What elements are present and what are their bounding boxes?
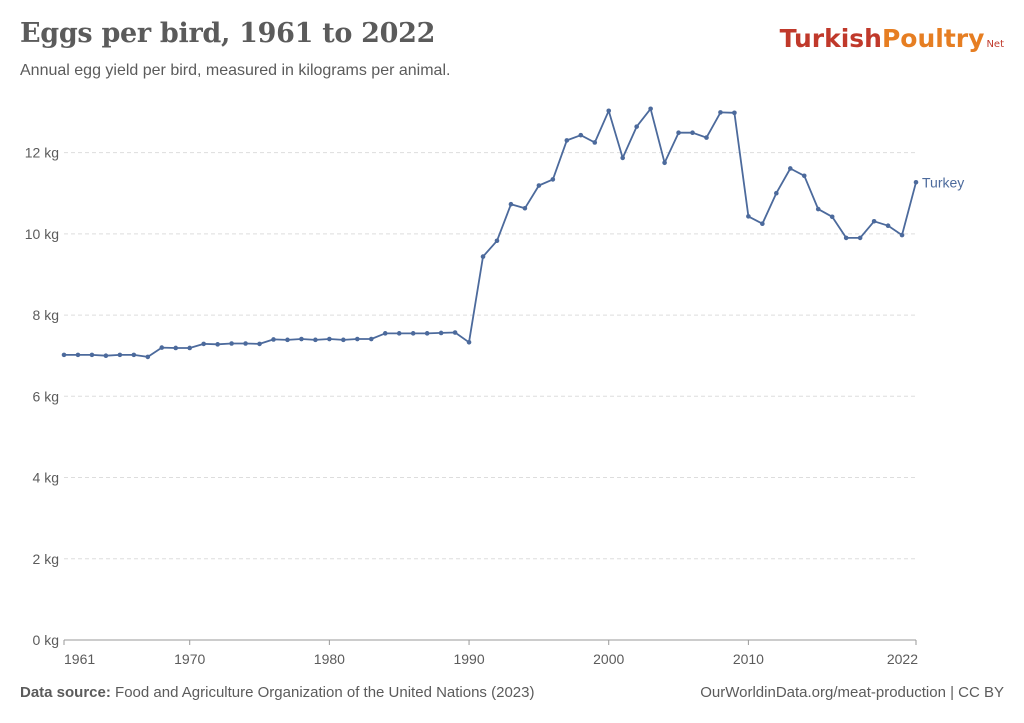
data-point [508,201,514,207]
y-tick-label: 0 kg [33,632,59,648]
data-point [215,342,220,347]
data-point [75,352,81,358]
data-point [829,214,835,220]
data-point [732,110,737,116]
data-point [536,183,542,188]
data-point [89,352,95,358]
data-point [229,341,234,346]
data-source-label: Data source: [20,684,111,701]
y-tick-label: 10 kg [25,226,59,242]
x-tick-label: 1990 [453,651,484,667]
data-point [438,330,444,336]
data-point [564,138,570,143]
data-point [201,341,206,347]
y-tick-label: 4 kg [33,470,59,486]
data-point [368,336,374,342]
data-point [410,331,416,336]
logo-text-poultry: Poultry [881,24,985,53]
data-point [815,206,821,212]
credit-link[interactable]: OurWorldinData.org/meat-production | CC … [700,684,1004,701]
data-point [341,337,346,343]
data-point [131,352,137,358]
x-tick-label: 1961 [64,651,95,667]
data-point [885,223,891,229]
data-point [578,132,584,138]
chart-title: Eggs per bird, 1961 to 2022 [20,18,436,49]
data-point [382,331,388,336]
data-point [355,336,360,342]
data-point [760,221,765,226]
data-point [271,337,276,342]
data-point [704,135,709,140]
data-point [606,108,612,114]
data-point [774,190,779,196]
data-point [187,345,193,351]
y-tick-label: 2 kg [33,551,59,567]
data-point [801,173,807,179]
data-point [480,254,486,259]
data-point [396,331,402,336]
x-tick-label: 1980 [314,651,345,667]
brand-logo[interactable]: Turkish Poultry Net [780,24,1004,60]
x-tick-label: 1970 [174,651,205,667]
data-point [857,235,863,241]
y-tick-label: 12 kg [25,145,59,161]
data-point [243,341,248,346]
data-source: Data source: Food and Agriculture Organi… [20,684,534,701]
data-point [871,218,877,224]
data-point [313,337,318,343]
chart-subtitle: Annual egg yield per bird, measured in k… [20,62,451,79]
data-point [718,110,723,115]
logo-text-net: Net [986,39,1004,50]
data-point [620,155,625,161]
data-point [61,352,67,358]
data-point [173,345,179,351]
data-point [103,353,109,358]
x-tick-label: 2010 [733,651,764,667]
data-point [159,345,165,350]
data-source-text: Food and Agriculture Organization of the… [115,684,535,701]
data-point [648,106,653,112]
data-point [913,179,919,185]
data-point [550,177,556,182]
data-point [257,341,262,347]
y-tick-label: 6 kg [33,388,59,404]
data-point [690,130,695,136]
data-point [746,214,751,219]
series-line-turkey [64,107,917,358]
logo-text-turkish: Turkish [779,24,882,53]
x-tick-label: 2000 [593,651,624,667]
data-point [117,352,123,358]
data-point [299,336,304,342]
data-point [899,232,905,238]
data-point [327,336,332,342]
data-point [494,238,500,244]
data-point [424,331,430,336]
series-label-turkey: Turkey [922,174,964,190]
data-point [452,330,458,335]
data-point [145,354,151,360]
data-point [843,235,849,241]
data-point [676,130,681,136]
x-tick-label: 2022 [887,651,918,667]
data-point [592,140,598,145]
data-point [787,166,793,171]
y-tick-label: 8 kg [33,307,59,323]
data-point [662,160,667,166]
data-point [634,124,639,129]
data-point [285,337,290,343]
data-point [466,339,472,345]
data-point [522,205,528,211]
